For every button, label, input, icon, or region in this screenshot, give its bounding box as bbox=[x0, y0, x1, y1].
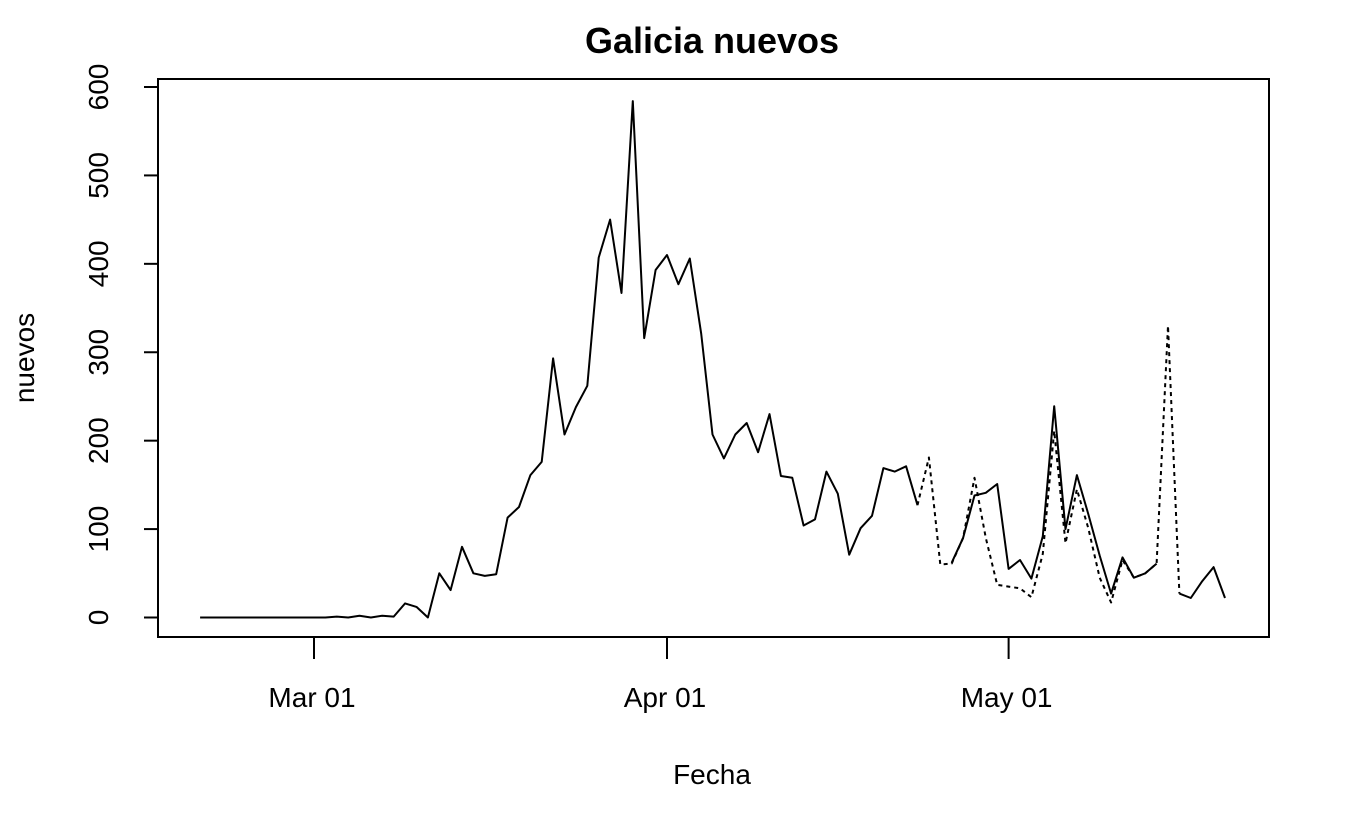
y-tick-label: 500 bbox=[83, 152, 114, 199]
y-axis: 0 100 200 300 400 500 600 bbox=[83, 64, 159, 626]
plot-frame bbox=[157, 78, 1270, 638]
y-tick-label: 200 bbox=[83, 417, 114, 464]
chart-title: Galicia nuevos bbox=[585, 20, 839, 61]
series-solid bbox=[200, 100, 1226, 619]
series-layer bbox=[200, 100, 1226, 619]
x-tick-label: May 01 bbox=[961, 682, 1053, 713]
series-solid-line bbox=[200, 100, 919, 619]
series-solid-line bbox=[950, 405, 1158, 595]
series-solid-line bbox=[1179, 566, 1226, 599]
y-axis-label: nuevos bbox=[9, 313, 40, 403]
x-axis: Mar 01 Apr 01 May 01 bbox=[268, 637, 1053, 713]
x-tick-label: Apr 01 bbox=[624, 682, 707, 713]
y-tick-label: 0 bbox=[83, 610, 114, 626]
y-tick-label: 100 bbox=[83, 506, 114, 553]
y-tick-label: 300 bbox=[83, 329, 114, 376]
y-tick-label: 400 bbox=[83, 240, 114, 287]
x-tick-label: Mar 01 bbox=[268, 682, 355, 713]
y-tick-label: 600 bbox=[83, 64, 114, 111]
x-axis-label: Fecha bbox=[673, 759, 751, 790]
